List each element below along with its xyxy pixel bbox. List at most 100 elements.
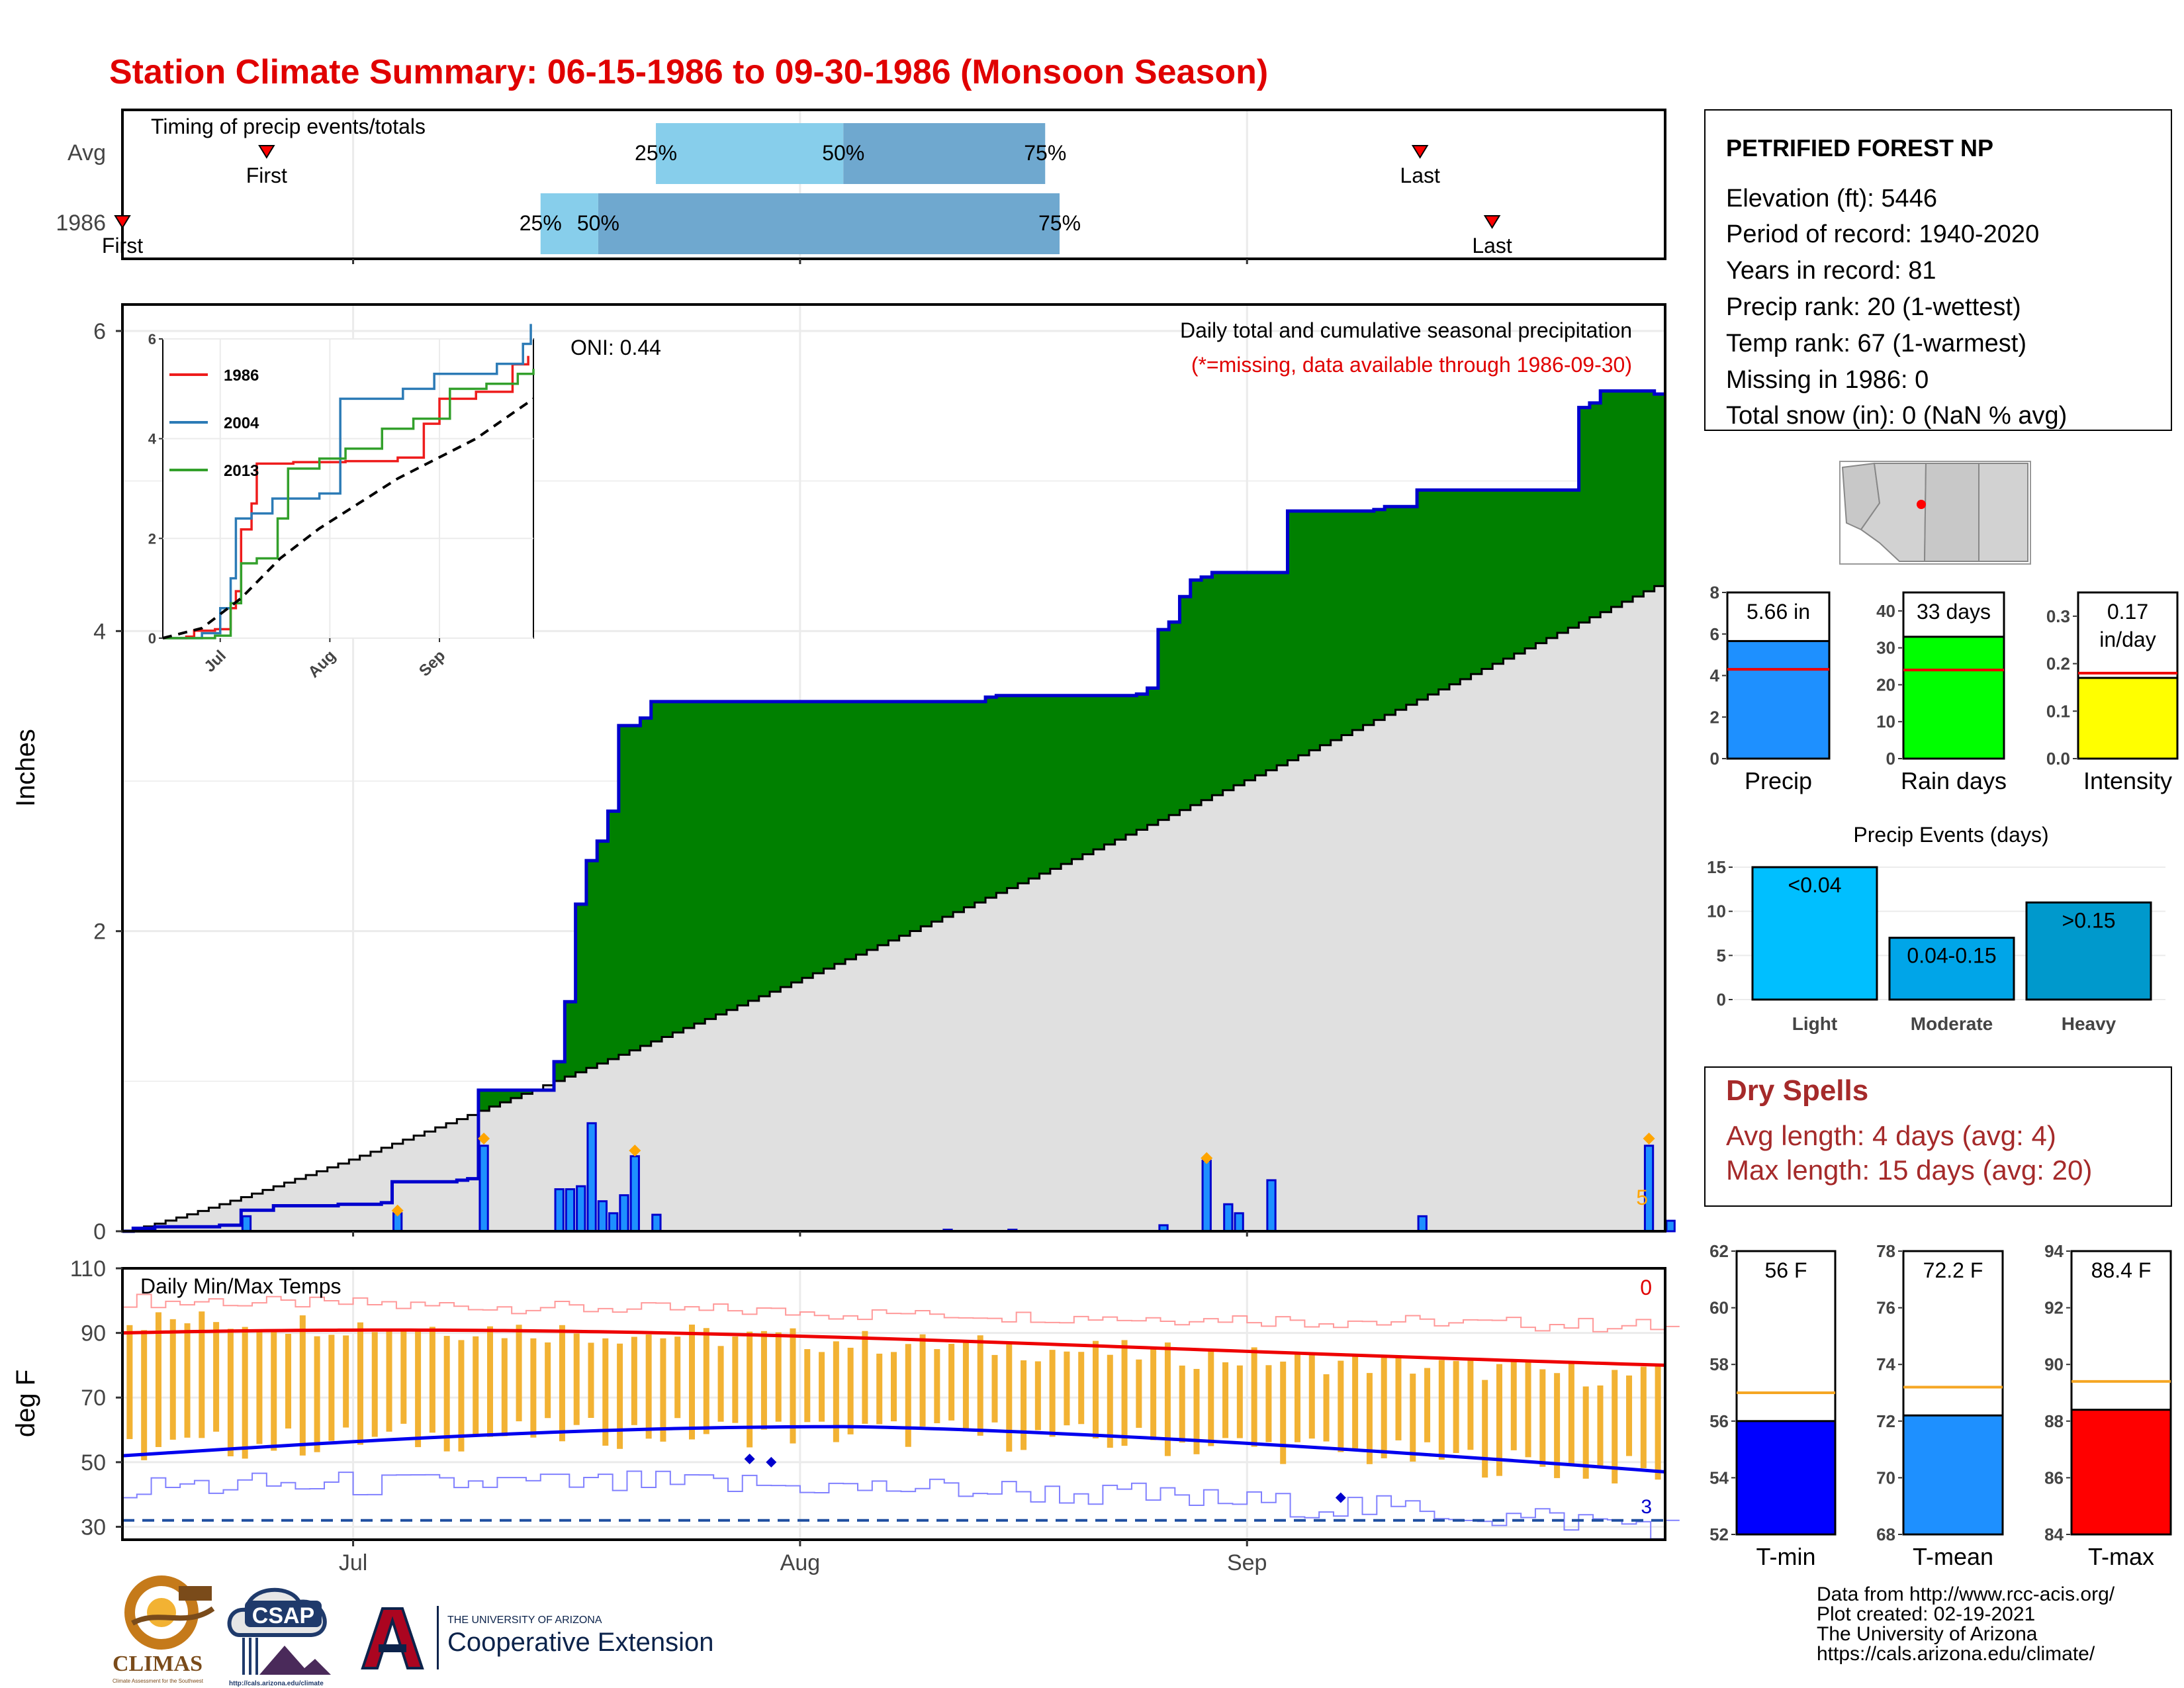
inset-legend-label-2013: 2013 [224,462,259,480]
timing-label-avg-last: Last [1400,164,1440,187]
precip-summary-precip-tick-label: 6 [1710,624,1719,644]
daily-temp-range-bar [1064,1351,1070,1426]
temp-summary-bars: 52 54 56 58 60 62 56 F T-min 68 70 72 74 76 78 72.2 F T… [1709,1241,2172,1570]
inset-line-2004 [163,324,532,639]
daily-temp-range-bar [876,1353,883,1425]
daily-temp-range-bar [1525,1360,1531,1458]
temp-summary-t-mean-tick-label: 68 [1876,1524,1895,1544]
daily-temp-range-bar [415,1330,422,1448]
timing-title: Timing of precip events/totals [151,115,426,138]
temp-summary-t-max-tick-label: 92 [2044,1298,2064,1318]
temp-summary-t-min-tick-label: 58 [1709,1354,1729,1374]
precip-y-axis-label: Inches [11,729,40,807]
daily-temp-range-bar [1453,1360,1459,1453]
x-axis-tick-label: Jul [339,1550,367,1575]
daily-temp-range-bar [487,1326,494,1437]
precip-summary-precip-bar [1726,639,1831,760]
locator-map [1839,461,2031,565]
timing-bar-avg-q25-q50 [656,123,844,184]
daily-temp-range-bar [1496,1364,1502,1476]
temp-summary-t-max-tick-label: 84 [2044,1524,2064,1544]
daily-temp-range-bar [1049,1350,1056,1437]
inset-y-tick-label: 4 [148,431,157,447]
heavy-precip-marker [478,1133,490,1145]
daily-temp-range-bar [530,1338,537,1438]
footer-line-url: https://cals.arizona.edu/climate/ [1817,1643,2095,1665]
x-axis-tick-label: Aug [780,1550,821,1575]
daily-temp-range-bar [1597,1385,1604,1468]
temp-summary-t-mean-tick-label: 70 [1876,1468,1895,1487]
daily-temp-range-bar [386,1329,392,1432]
timing-label-1986-25: 25% [520,211,562,235]
daily-temp-range-bar [1323,1374,1330,1442]
daily-temp-range-bar [1034,1361,1041,1430]
events-category-heavy: Heavy [2062,1013,2116,1034]
daily-temp-range-bar [1150,1347,1157,1440]
precip-summary-intensity-category-label: Intensity [2083,767,2172,794]
inset-y-tick-label: 6 [148,331,156,348]
daily-precip-bar [629,1155,640,1233]
station-line-elevation: Elevation (ft): 5446 [1726,185,1937,212]
csap-logo-text: CSAP [252,1603,314,1628]
daily-temp-range-bar [299,1315,306,1456]
timing-label-1986-75: 75% [1038,211,1081,235]
daily-temp-range-bar [1568,1362,1574,1464]
average-tmax-line [122,1328,1666,1367]
daily-precip-bar [597,1200,608,1233]
precip-summary-intensity-value-label: 0.17 [2107,600,2148,624]
precip-summary-intensity-tick-label: 0.3 [2046,606,2070,626]
precip-summary-intensity-tick-label: 0.1 [2046,701,2070,721]
temp-summary-t-min-tick-label: 56 [1709,1411,1729,1431]
temp-summary-t-mean-tick-label: 74 [1876,1354,1895,1374]
daily-temp-range-bar [1338,1360,1344,1452]
timing-row-avg-label: Avg [68,140,106,165]
daily-temp-range-bar [804,1349,811,1423]
daily-temp-range-bar [314,1336,320,1452]
daily-temp-range-bar [747,1331,753,1448]
daily-precip-bar [1223,1203,1234,1233]
temp-summary-t-mean-value-label: 72.2 F [1923,1258,1983,1282]
inset-y-tick-label: 2 [148,530,156,547]
average-precip-area [122,585,1666,1233]
daily-temp-range-bar [429,1327,435,1433]
timing-row-1986-label: 1986 [56,211,106,236]
events-y-tick-label: 15 [1707,857,1726,877]
daily-temp-range-bar [1136,1359,1142,1428]
footer-line-data: Data from http://www.rcc-acis.org/ [1817,1583,2115,1605]
daily-temp-range-bar [1626,1375,1633,1456]
precip-summary-precip-tick-label: 2 [1710,707,1719,727]
inset-y-tick-label: 0 [148,630,156,647]
daily-temp-range-bar [1467,1359,1474,1450]
events-bar-light [1751,866,1878,1001]
temp-y-ticks: 30 50 70 90 110 [70,1256,122,1540]
daily-precip-bar [1234,1212,1244,1233]
precip-summary-intensity: 0.0 0.1 0.2 0.3 0.17 in/day Intensity [2046,591,2179,794]
inset-legend: 1986 2004 2013 [169,367,259,480]
daily-temp-range-bar [126,1325,133,1439]
daily-precip-bar [241,1215,252,1233]
heavy-precip-marker [391,1204,404,1217]
daily-temp-range-bar [545,1342,551,1419]
daily-temp-range-bar [516,1325,522,1422]
daily-temp-range-bar [1179,1365,1185,1443]
daily-temp-range-bar [1222,1362,1229,1438]
daily-temp-range-bar [242,1327,248,1459]
daily-temp-range-bar [962,1340,969,1432]
daily-precip-bar [554,1188,565,1233]
temp-summary-t-max-category-label: T-max [2088,1543,2154,1570]
daily-temp-range-bar [1021,1360,1027,1450]
timing-bar-avg-q50-q75 [843,123,1046,184]
timing-marker-1986-last [1483,215,1501,229]
climas-logo: CLIMAS Climate Assessment for the Southw… [113,1575,215,1684]
temp-summary-t-mean-category-label: T-mean [1913,1543,1993,1570]
daily-temp-range-bar [631,1336,637,1425]
daily-temp-range-bar [717,1346,724,1422]
temp-y-tick-label: 50 [81,1450,106,1476]
events-bar-heavy [2025,901,2152,1001]
university-of-arizona-logo: THE UNIVERSITY OF ARIZONA Cooperative Ex… [361,1606,713,1669]
temp-y-tick-label: 30 [81,1515,106,1540]
hot-count-label: 0 [1640,1276,1652,1299]
timing-marker-1986-first [114,215,131,229]
